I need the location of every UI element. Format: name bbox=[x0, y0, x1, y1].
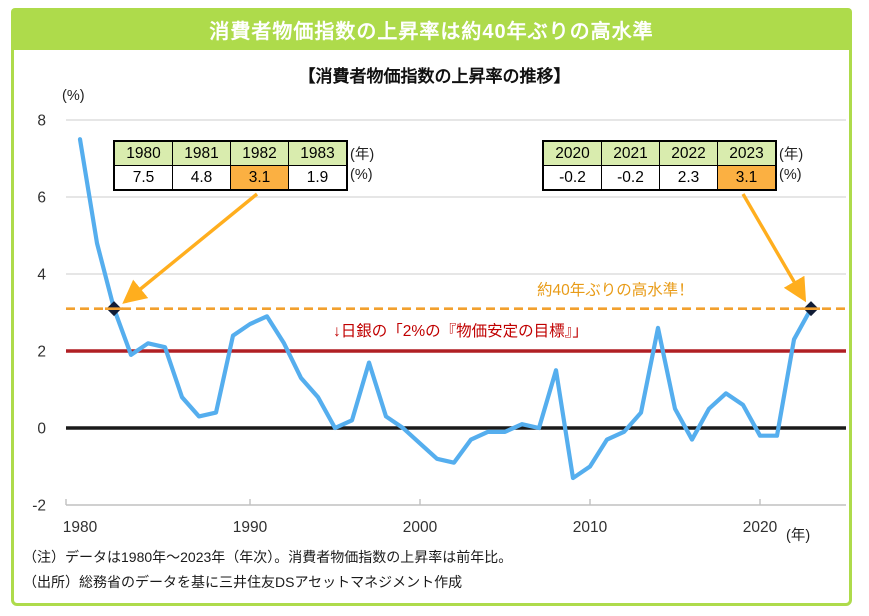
table-row: 1980 1981 1982 1983 bbox=[113, 140, 348, 166]
table-right-year-unit: (年) bbox=[779, 147, 804, 163]
chart-subtitle: 【消費者物価指数の上昇率の推移】 bbox=[298, 67, 571, 86]
y-tick-label: -2 bbox=[32, 498, 46, 515]
callout-arrow-left bbox=[122, 192, 259, 304]
table-1980s: 1980 1981 1982 1983 7.5 4.8 3.1 1.9 bbox=[113, 140, 348, 191]
y-axis-unit-label: (%) bbox=[62, 88, 85, 104]
annotation-high-level: 約40年ぶりの高水準！ bbox=[537, 282, 694, 299]
table-left-year-unit: (年) bbox=[350, 147, 375, 163]
value-cell: 1.9 bbox=[288, 165, 348, 191]
x-tick-label: 2020 bbox=[743, 519, 778, 536]
table-row: 7.5 4.8 3.1 1.9 bbox=[113, 165, 348, 191]
panel-frame bbox=[11, 8, 852, 606]
year-cell: 1980 bbox=[113, 140, 173, 166]
note-line: （注）データは1980年～2023年（年次）。消費者物価指数の上昇率は前年比。 bbox=[23, 549, 513, 565]
source-line: （出所）総務省のデータを基に三井住友DSアセットマネジメント作成 bbox=[23, 574, 463, 590]
year-cell: 2021 bbox=[601, 140, 660, 166]
title-bar: 消費者物価指数の上昇率は約40年ぶりの高水準 bbox=[11, 8, 852, 50]
table-row: -0.2 -0.2 2.3 3.1 bbox=[542, 165, 777, 191]
year-cell: 1982 bbox=[230, 140, 289, 166]
annotation-boj-target: ↓日銀の「2%の『物価安定の目標』」 bbox=[333, 323, 588, 340]
x-tick-label: 2010 bbox=[573, 519, 608, 536]
value-cell: 2.3 bbox=[659, 165, 718, 191]
year-cell: 1981 bbox=[172, 140, 231, 166]
value-cell: -0.2 bbox=[601, 165, 660, 191]
highlighted-value-cell: 3.1 bbox=[717, 165, 777, 191]
x-axis-unit-label: (年) bbox=[786, 528, 811, 544]
table-left-pct-unit: (%) bbox=[350, 167, 373, 183]
y-tick-label: 8 bbox=[37, 113, 46, 130]
table-2020s: 2020 2021 2022 2023 -0.2 -0.2 2.3 3.1 bbox=[542, 140, 777, 191]
highlighted-value-cell: 3.1 bbox=[230, 165, 289, 191]
x-tick-label: 2000 bbox=[403, 519, 438, 536]
x-tick-label: 1980 bbox=[63, 519, 98, 536]
cpi-line bbox=[77, 137, 814, 481]
year-cell: 2020 bbox=[542, 140, 602, 166]
year-cell: 2022 bbox=[659, 140, 718, 166]
y-tick-label: 2 bbox=[37, 344, 46, 361]
year-cell: 2023 bbox=[717, 140, 777, 166]
year-cell: 1983 bbox=[288, 140, 348, 166]
table-row: 2020 2021 2022 2023 bbox=[542, 140, 777, 166]
table-right-pct-unit: (%) bbox=[779, 167, 802, 183]
y-tick-label: 4 bbox=[37, 267, 46, 284]
page-title: 消費者物価指数の上昇率は約40年ぶりの高水準 bbox=[209, 20, 654, 43]
x-tick-label: 1990 bbox=[233, 519, 268, 536]
callout-arrow-right bbox=[741, 193, 807, 303]
value-cell: 7.5 bbox=[113, 165, 173, 191]
value-cell: -0.2 bbox=[542, 165, 602, 191]
y-tick-label: 0 bbox=[37, 421, 46, 438]
y-tick-label: 6 bbox=[37, 190, 46, 207]
value-cell: 4.8 bbox=[172, 165, 231, 191]
